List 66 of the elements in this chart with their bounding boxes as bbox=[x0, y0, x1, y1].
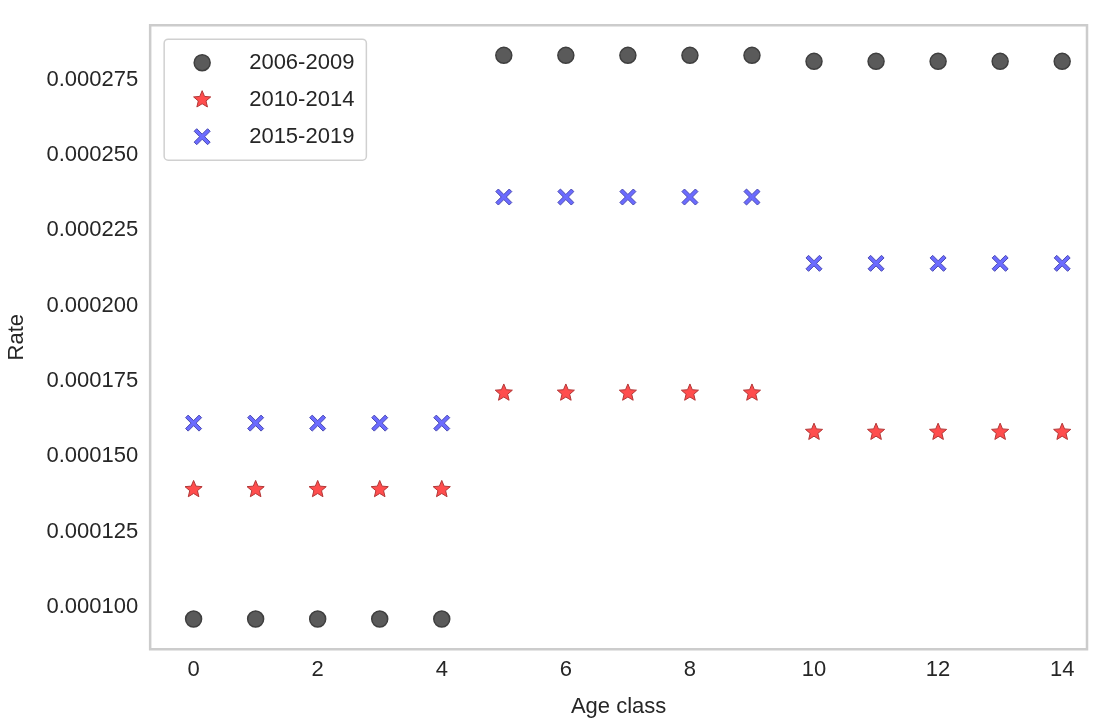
point bbox=[929, 254, 947, 272]
point bbox=[371, 414, 389, 432]
point bbox=[308, 479, 327, 498]
point bbox=[557, 46, 575, 65]
y-tick-label: 0.000200 bbox=[46, 291, 139, 317]
y-tick-label: 0.000275 bbox=[46, 65, 139, 91]
y-tick-label: 0.000125 bbox=[46, 517, 139, 543]
point bbox=[246, 479, 265, 498]
point bbox=[433, 610, 451, 628]
point bbox=[681, 46, 699, 65]
x-tick-label: 6 bbox=[559, 656, 572, 682]
point bbox=[370, 479, 389, 498]
point bbox=[309, 414, 327, 432]
x-tick-label: 12 bbox=[925, 656, 951, 682]
point bbox=[805, 52, 823, 71]
point bbox=[867, 254, 885, 272]
point bbox=[495, 188, 513, 206]
x-axis-title: Age class bbox=[570, 692, 667, 718]
point bbox=[991, 254, 1009, 272]
point bbox=[805, 254, 823, 272]
point bbox=[247, 414, 265, 432]
point bbox=[991, 422, 1010, 440]
point bbox=[680, 383, 699, 401]
point bbox=[743, 46, 761, 65]
point bbox=[556, 383, 575, 401]
legend-label: 2010-2014 bbox=[249, 85, 355, 111]
y-tick-label: 0.000100 bbox=[46, 593, 139, 619]
point bbox=[619, 46, 637, 65]
x-tick-label: 14 bbox=[1049, 656, 1075, 682]
point bbox=[185, 414, 203, 432]
point bbox=[804, 422, 824, 440]
y-tick-label: 0.000250 bbox=[46, 140, 139, 166]
point bbox=[308, 610, 327, 628]
point bbox=[867, 422, 886, 440]
point bbox=[1053, 254, 1071, 272]
point bbox=[432, 479, 451, 498]
point bbox=[929, 52, 947, 71]
point bbox=[743, 188, 761, 206]
y-tick-label: 0.000175 bbox=[46, 366, 139, 392]
x-tick-label: 10 bbox=[801, 656, 827, 682]
point bbox=[929, 422, 948, 440]
legend-label: 2006-2009 bbox=[249, 48, 355, 74]
point bbox=[867, 52, 885, 71]
point bbox=[619, 188, 637, 206]
point bbox=[184, 610, 203, 628]
point bbox=[246, 610, 265, 628]
point bbox=[1053, 422, 1072, 440]
y-axis-title: Rate bbox=[3, 313, 29, 361]
x-tick-label: 2 bbox=[311, 656, 324, 682]
point bbox=[681, 188, 699, 206]
y-tick-label: 0.000225 bbox=[46, 216, 139, 242]
point bbox=[742, 383, 762, 401]
point bbox=[495, 46, 513, 65]
x-tick-label: 8 bbox=[683, 656, 697, 682]
point bbox=[184, 479, 203, 498]
point bbox=[494, 383, 513, 401]
point bbox=[991, 52, 1009, 71]
point bbox=[618, 383, 637, 401]
x-tick-label: 0 bbox=[187, 656, 200, 682]
x-tick-label: 4 bbox=[435, 656, 448, 682]
point bbox=[433, 414, 451, 432]
y-tick-label: 0.000150 bbox=[46, 442, 139, 468]
point bbox=[557, 188, 575, 206]
legend-label: 2015-2019 bbox=[249, 122, 355, 148]
point bbox=[370, 610, 389, 628]
point bbox=[1053, 52, 1071, 71]
